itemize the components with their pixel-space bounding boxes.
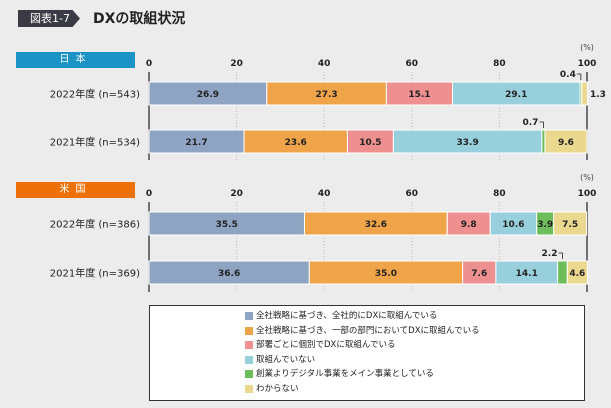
tick-label: 100 [578, 59, 597, 69]
data-label: 21.7 [185, 138, 207, 148]
tick-label: 0 [146, 189, 152, 199]
tick-label: 20 [230, 59, 243, 69]
legend-label: 創業よりデジタル事業をメイン事業としている [256, 369, 434, 379]
legend-swatch [245, 341, 253, 350]
data-label: 7.6 [471, 269, 487, 279]
legend-label: わからない [256, 383, 299, 394]
data-label: 0.4 [560, 70, 576, 80]
tick-label: 80 [493, 189, 506, 199]
category-label: 2021年度 (n=534) [50, 136, 140, 149]
legend-swatch [245, 355, 253, 364]
bar-segment [566, 260, 588, 285]
legend-label: 全社戦略に基づき、全社的にDXに取組んでいる [256, 311, 438, 321]
callout-line [558, 252, 563, 259]
data-label: 3.9 [537, 220, 553, 230]
chart-title: DXの取組状況 [93, 11, 186, 27]
tick-label: 0 [146, 59, 152, 69]
tick-label: 20 [230, 189, 243, 199]
legend-swatch [245, 312, 253, 321]
category-label: 2021年度 (n=369) [50, 267, 140, 280]
callout-line [576, 73, 582, 80]
category-label: 2022年度 (n=543) [50, 88, 140, 101]
panel-label-us: 米国 [16, 182, 135, 198]
data-label: 26.9 [197, 90, 219, 100]
legend-item: 創業よりデジタル事業をメイン事業としている [245, 367, 584, 382]
tick-label: 60 [406, 189, 419, 199]
bar-segment [544, 129, 588, 154]
legend-item: 取組んでいない [245, 353, 584, 368]
data-label: 10.5 [359, 138, 381, 148]
legend-item: わからない [245, 382, 584, 397]
data-label: 36.6 [218, 269, 240, 279]
legend-label: 部署ごとに個別でDXに取組んでいる [256, 340, 396, 350]
legend-label: 全社戦略に基づき、一部の部門においてDXに取組んでいる [256, 325, 480, 336]
data-label: 23.6 [285, 138, 307, 148]
data-label: 35.0 [375, 269, 397, 279]
unit-label: (%) [580, 43, 594, 52]
data-label: 14.1 [516, 269, 538, 279]
data-label: 2.2 [542, 249, 558, 259]
tick-label: 80 [493, 59, 506, 69]
data-label: 10.6 [502, 220, 524, 230]
data-label: 4.6 [569, 269, 585, 279]
legend-item: 全社戦略に基づき、全社的にDXに取組んでいる [245, 309, 584, 324]
bar-segment [553, 211, 588, 236]
legend-item: 部署ごとに個別でDXに取組んでいる [245, 338, 584, 353]
data-label: 29.1 [505, 90, 527, 100]
panel-label-japan: 日本 [16, 52, 135, 68]
data-label: 15.1 [408, 90, 430, 100]
data-label: 35.5 [216, 220, 238, 230]
data-label: 0.7 [522, 118, 538, 128]
data-label: 9.6 [558, 138, 574, 148]
data-label: 1.3 [590, 90, 606, 100]
figure-number-badge: 図表1-7 [18, 10, 80, 27]
legend-swatch [245, 370, 253, 379]
tick-label: 60 [406, 59, 419, 69]
data-label: 9.8 [461, 220, 477, 230]
category-label: 2022年度 (n=386) [50, 218, 140, 231]
legend-swatch [245, 326, 253, 335]
bar-segment [557, 260, 568, 285]
tick-label: 100 [578, 189, 597, 199]
legend-item: 全社戦略に基づき、一部の部門においてDXに取組んでいる [245, 324, 584, 339]
data-label: 32.6 [365, 220, 387, 230]
unit-label: (%) [580, 173, 594, 182]
legend-label: 取組んでいない [256, 354, 316, 365]
data-label: 27.3 [315, 90, 337, 100]
legend-swatch [245, 384, 253, 393]
data-label: 33.9 [457, 138, 479, 148]
tick-label: 40 [318, 189, 331, 199]
data-label: 7.5 [562, 220, 578, 230]
legend: 全社戦略に基づき、全社的にDXに取組んでいる全社戦略に基づき、一部の部門において… [149, 305, 585, 401]
callout-line [539, 121, 544, 128]
tick-label: 40 [318, 59, 331, 69]
bar-segment [581, 81, 588, 106]
